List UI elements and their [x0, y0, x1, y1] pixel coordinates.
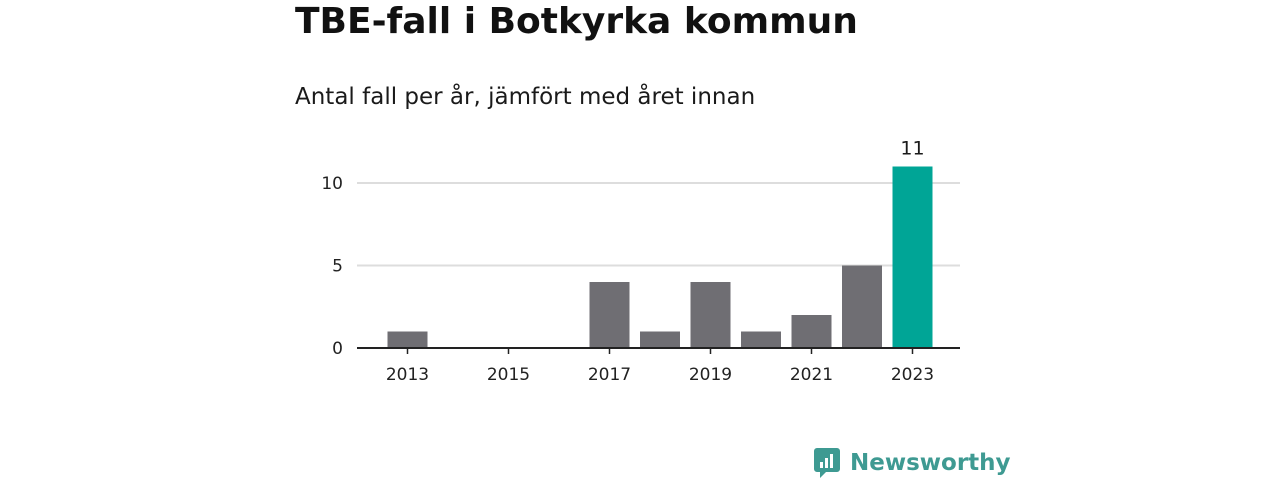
x-tick-label: 2023 — [891, 365, 934, 385]
chart-title: TBE-fall i Botkyrka kommun — [295, 1, 858, 42]
value-label: 11 — [900, 138, 924, 160]
bar-2023 — [892, 166, 933, 348]
newsworthy-logo[interactable]: Newsworthy — [814, 446, 1011, 480]
newsworthy-logo-icon — [814, 448, 840, 478]
bar-2018 — [640, 331, 680, 348]
axes — [357, 347, 960, 354]
bar-2013 — [387, 331, 428, 348]
bar-2017 — [589, 282, 630, 348]
labels: 0 5 10 11 2013 2015 2017 2019 2021 2023 — [321, 138, 934, 386]
y-tick-label: 5 — [332, 257, 343, 277]
y-tick-label: 10 — [321, 174, 343, 194]
bar-2020 — [741, 331, 781, 348]
chart-subtitle: Antal fall per år, jämfört med året inna… — [295, 84, 756, 110]
x-tick-label: 2019 — [689, 365, 732, 385]
newsworthy-logo-text: Newsworthy — [850, 450, 1011, 476]
bar-2022 — [842, 265, 882, 348]
bar-2021 — [791, 315, 832, 348]
bars — [387, 166, 933, 348]
x-tick-label: 2021 — [790, 365, 833, 385]
x-tick-label: 2013 — [386, 365, 429, 385]
y-tick-label: 0 — [332, 339, 343, 359]
x-tick-label: 2015 — [487, 365, 530, 385]
x-tick-label: 2017 — [588, 365, 631, 385]
bar-2019 — [690, 282, 731, 348]
gridlines — [357, 182, 960, 267]
